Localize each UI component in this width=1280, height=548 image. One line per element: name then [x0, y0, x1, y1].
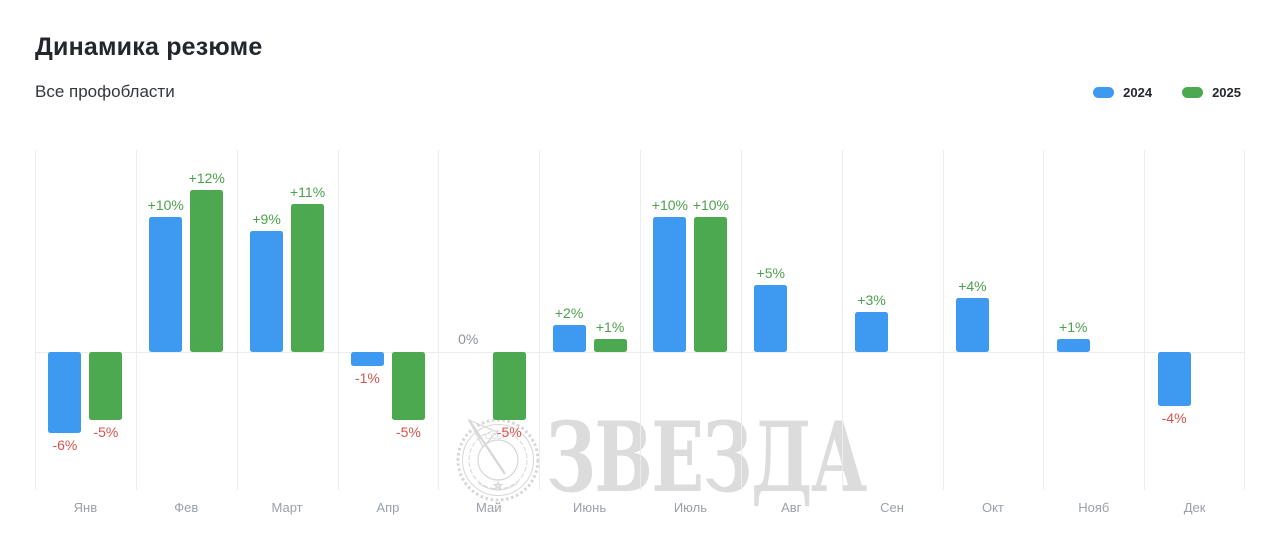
bar-2025-Фев[interactable]: [190, 190, 224, 352]
gridline-vertical: [1043, 150, 1045, 490]
bar-2025-Июль[interactable]: [694, 217, 728, 352]
bar-2024-Фев[interactable]: [149, 217, 183, 352]
legend: 2024 2025: [1093, 85, 1241, 100]
value-label-2024-Фев: +10%: [147, 197, 184, 213]
value-label-2024-Окт: +4%: [958, 278, 987, 294]
bar-2024-Янв[interactable]: [48, 352, 82, 433]
bar-2024-Дек[interactable]: [1157, 352, 1191, 406]
value-label-2024-Март: +9%: [252, 210, 281, 227]
axis-label-month: Июль: [673, 500, 707, 515]
value-label-2024-Апр: -1%: [354, 369, 380, 386]
bar-2024-Окт[interactable]: [955, 298, 989, 352]
zero-baseline: [35, 352, 1245, 353]
bar-2024-Июнь[interactable]: [552, 325, 586, 352]
gridline-vertical: [841, 150, 843, 490]
axis-label-month: Март: [271, 500, 303, 515]
value-label-2024-Июль: +10%: [651, 197, 689, 213]
bar-2024-Нояб[interactable]: [1056, 338, 1090, 352]
axis-label-month: Июнь: [573, 500, 607, 515]
axis-label-month: Дек: [1183, 500, 1206, 515]
page-title: Динамика резюме: [35, 33, 263, 61]
gridline-vertical: [1144, 150, 1146, 490]
legend-item-2024[interactable]: 2024: [1093, 85, 1152, 100]
value-label-2025-Апр: -5%: [395, 423, 421, 440]
chart-subtitle: Все профобласти: [35, 82, 175, 101]
bar-2024-Июль[interactable]: [653, 217, 687, 352]
legend-item-2025[interactable]: 2025: [1182, 85, 1241, 100]
value-label-2024-Дек: -4%: [1161, 410, 1187, 426]
value-label-2024-Сен: +3%: [857, 291, 886, 308]
bar-2024-Март[interactable]: [250, 230, 284, 352]
gridline-vertical: [740, 150, 742, 490]
gridline-vertical: [640, 150, 641, 490]
gridline-vertical: [942, 150, 944, 490]
axis-label-month: Фев: [174, 500, 199, 515]
gridline-vertical: [135, 150, 137, 490]
bar-2025-Апр[interactable]: [391, 352, 425, 420]
axis-label-month: Сен: [880, 500, 904, 515]
axis-label-month: Янв: [73, 500, 98, 515]
gridline-vertical: [35, 150, 36, 490]
gridline-vertical: [236, 150, 238, 490]
value-label-2025-Янв: -5%: [93, 423, 119, 440]
gridline-vertical: [438, 150, 440, 490]
legend-swatch-2025-icon: [1182, 87, 1204, 98]
gridline-vertical: [337, 150, 339, 490]
legend-label-2024: 2024: [1123, 85, 1153, 100]
value-label-2025-Фев: +12%: [188, 170, 225, 186]
value-label-2025-Июль: +10%: [692, 197, 730, 213]
bar-2025-Март[interactable]: [291, 203, 325, 352]
value-label-2025-Май: -5%: [496, 423, 522, 440]
value-label-2024-Май: 0%: [458, 331, 479, 347]
axis-label-month: Май: [476, 500, 502, 515]
bar-2024-Апр[interactable]: [350, 352, 384, 366]
bar-chart-plot-area: Янв -6% -5% Фев +10% +12% Март +9% +11% Апр -1% -5%…: [35, 150, 1245, 515]
value-label-2025-Март: +11%: [289, 183, 326, 200]
value-label-2025-Июнь: +1%: [595, 318, 625, 335]
axis-label-month: Нояб: [1078, 500, 1110, 515]
bar-2025-Янв[interactable]: [89, 352, 123, 420]
legend-label-2025: 2025: [1212, 85, 1241, 100]
value-label-2024-Июнь: +2%: [554, 305, 584, 321]
value-label-2024-Нояб: +1%: [1059, 318, 1088, 335]
axis-label-month: Авг: [781, 500, 802, 515]
gridline-vertical: [539, 150, 541, 490]
bar-2025-Июнь[interactable]: [593, 338, 627, 352]
gridline-vertical: [1244, 150, 1245, 490]
axis-label-month: Окт: [981, 500, 1004, 515]
value-label-2024-Авг: +5%: [756, 264, 785, 281]
legend-swatch-2024-icon: [1093, 87, 1115, 98]
axis-label-month: Апр: [376, 500, 400, 515]
bar-2024-Сен[interactable]: [855, 311, 889, 352]
bar-2024-Авг[interactable]: [754, 284, 788, 352]
bar-2025-Май[interactable]: [492, 352, 526, 420]
value-label-2024-Янв: -6%: [52, 437, 78, 453]
